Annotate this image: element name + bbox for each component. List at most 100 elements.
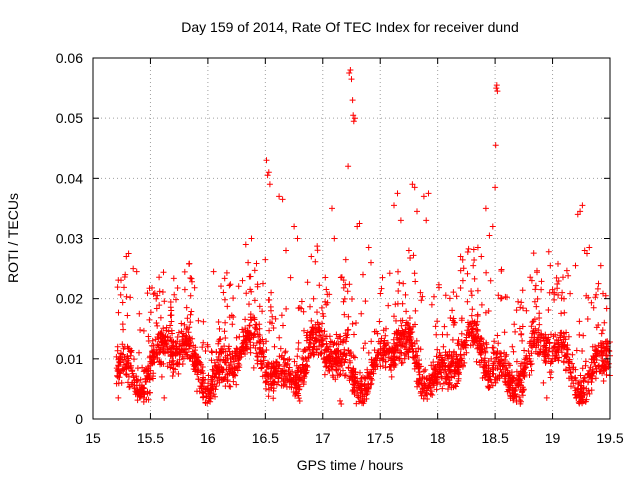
data-point (474, 318, 481, 325)
data-point (156, 358, 163, 365)
data-point (410, 252, 417, 259)
data-point (275, 379, 282, 385)
data-point (466, 332, 473, 339)
data-point (326, 352, 333, 359)
data-point (346, 357, 353, 364)
data-point (365, 384, 372, 391)
data-point (219, 376, 226, 383)
data-point (446, 295, 453, 302)
data-point (481, 359, 488, 366)
data-point (434, 361, 441, 368)
data-point (601, 319, 608, 326)
data-point (248, 235, 255, 242)
data-point (474, 313, 481, 319)
data-point (572, 262, 579, 269)
data-point (352, 371, 359, 378)
data-point (247, 311, 254, 318)
data-point (579, 202, 586, 209)
data-point (156, 302, 163, 309)
data-point (527, 274, 534, 281)
data-point (600, 378, 607, 384)
data-point (558, 310, 565, 317)
data-point (464, 298, 471, 305)
data-point (173, 296, 179, 303)
data-point (308, 317, 315, 324)
data-point (580, 378, 587, 385)
data-point (529, 344, 536, 351)
data-point (205, 372, 212, 379)
data-point (246, 301, 252, 308)
data-point (250, 364, 257, 371)
data-point (125, 359, 132, 366)
data-point (349, 367, 356, 374)
data-point (392, 361, 399, 368)
data-point (287, 371, 294, 377)
data-point (318, 349, 325, 356)
data-point (590, 304, 597, 311)
data-point (407, 325, 414, 332)
data-point (145, 372, 151, 379)
data-point (457, 346, 464, 352)
data-point (571, 384, 578, 391)
data-point (351, 115, 358, 122)
data-point (299, 354, 306, 361)
data-point (223, 269, 230, 276)
data-point (117, 291, 124, 298)
data-point (147, 358, 154, 365)
data-point (545, 248, 552, 255)
data-point (227, 356, 234, 362)
data-point (167, 322, 174, 329)
data-point (471, 275, 478, 282)
data-point (454, 380, 461, 387)
data-point (457, 253, 464, 260)
data-point (551, 355, 558, 362)
data-point (502, 373, 509, 380)
data-point (292, 385, 299, 392)
data-point (520, 370, 527, 377)
x-tick-label: 19 (545, 430, 561, 446)
data-point (536, 310, 543, 317)
data-point (469, 306, 476, 313)
data-point (156, 358, 163, 365)
data-point (211, 370, 218, 377)
data-point (582, 362, 589, 369)
data-point (346, 70, 353, 76)
data-point (541, 335, 548, 342)
data-point (528, 277, 535, 284)
data-point (357, 369, 363, 376)
data-point (129, 379, 136, 386)
data-point (263, 347, 270, 353)
data-point (550, 344, 557, 351)
data-point (215, 353, 222, 360)
data-point (407, 255, 414, 261)
data-point (349, 296, 355, 302)
data-point (445, 363, 452, 370)
data-point (114, 284, 121, 291)
data-point (323, 340, 330, 347)
data-point (478, 335, 485, 341)
data-point (468, 312, 475, 319)
data-point (168, 337, 174, 344)
data-point (381, 340, 388, 347)
data-point (501, 329, 508, 336)
data-point (293, 377, 300, 384)
data-point (572, 391, 578, 398)
data-point (576, 318, 583, 325)
data-point (382, 358, 389, 365)
data-point (433, 353, 440, 360)
data-point (221, 296, 228, 303)
data-point (309, 324, 316, 331)
data-point (322, 274, 329, 281)
data-point (477, 361, 483, 368)
data-point (391, 202, 397, 209)
data-point (477, 342, 484, 349)
data-point (588, 387, 595, 394)
data-point (259, 373, 266, 380)
x-tick-label: 16.5 (252, 430, 279, 446)
data-point (523, 307, 530, 314)
data-point (573, 377, 579, 384)
data-point (224, 303, 231, 310)
data-point (330, 374, 337, 381)
y-tick-label: 0.02 (56, 291, 83, 307)
